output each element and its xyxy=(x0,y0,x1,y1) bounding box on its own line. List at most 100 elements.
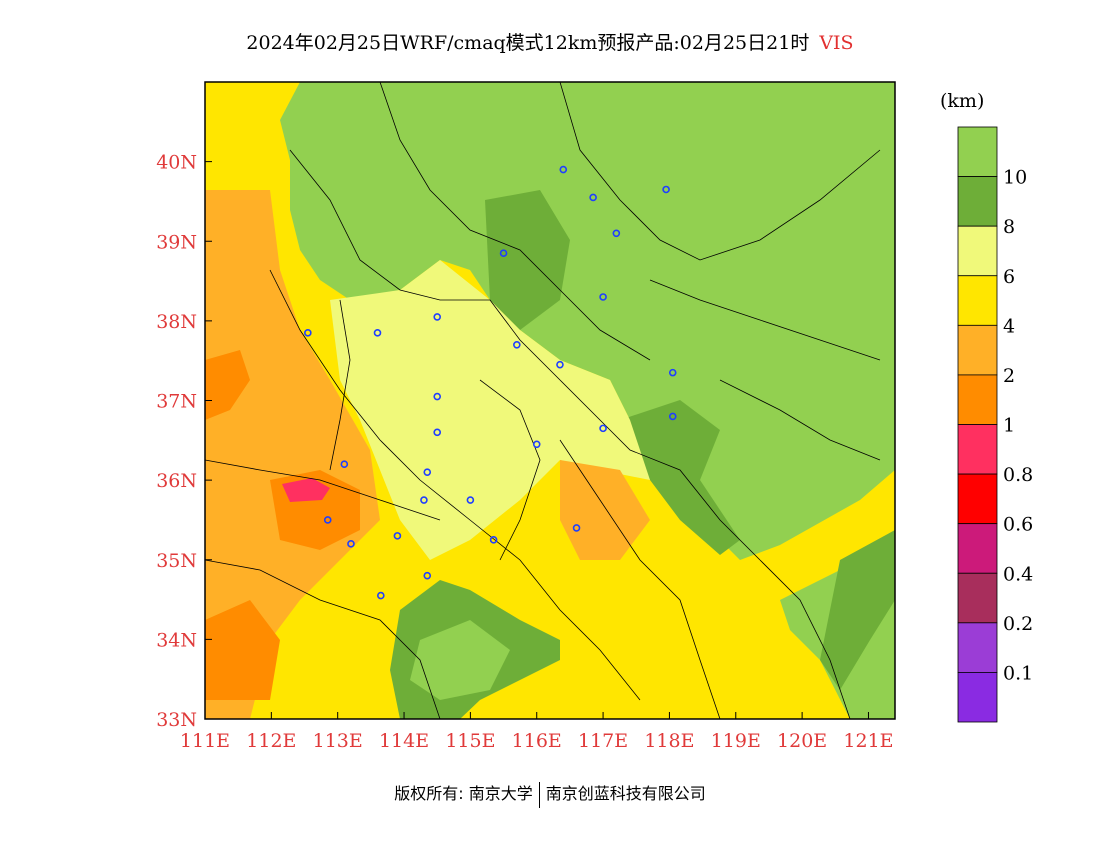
border-line xyxy=(719,379,881,461)
lon-tick-label: 116E xyxy=(512,730,562,752)
city-station-marker xyxy=(373,329,382,337)
border-line xyxy=(649,279,881,361)
lat-tick-label: 33N xyxy=(156,709,197,731)
city-station-marker xyxy=(589,193,597,202)
border-line xyxy=(559,439,721,719)
colorbar-label: 2 xyxy=(1003,365,1015,387)
lon-tick-label: 118E xyxy=(644,730,694,752)
field-orange-west xyxy=(205,190,380,719)
lat-tick-label: 39N xyxy=(156,231,197,253)
city-station-marker xyxy=(489,536,498,544)
city-station-marker xyxy=(572,524,581,532)
city-station-marker xyxy=(559,165,568,174)
colorbar-label: 10 xyxy=(1003,167,1027,189)
border-line xyxy=(329,299,351,471)
city-station-marker xyxy=(433,313,442,321)
city-station-marker xyxy=(433,392,442,401)
field-orange-southcentral xyxy=(560,460,650,560)
city-station-marker xyxy=(612,229,621,238)
lon-tick-label: 114E xyxy=(379,730,429,752)
colorbar-label: 0.8 xyxy=(1003,464,1033,486)
province-borders xyxy=(205,82,881,719)
colorbar-swatch xyxy=(957,374,998,425)
city-station-marker xyxy=(304,329,312,337)
colorbar-swatch xyxy=(957,126,998,177)
field-lightyellow-central xyxy=(330,260,650,560)
lon-tick-label: 121E xyxy=(843,730,893,752)
city-station-marker xyxy=(347,540,355,548)
field-darkgreen-southeast xyxy=(820,530,895,690)
city-station-marker xyxy=(599,424,607,433)
footer: 版权所有: 南京大学 南京创蓝科技有限公司 xyxy=(0,780,1100,808)
city-station-marker xyxy=(393,532,402,540)
border-line xyxy=(289,149,761,561)
city-stations xyxy=(304,165,677,600)
title-variable: VIS xyxy=(819,32,854,54)
field-pink-patch xyxy=(282,478,330,502)
field-darkgreen-east xyxy=(620,400,740,555)
border-line xyxy=(379,82,651,361)
border-line xyxy=(205,459,441,521)
city-station-marker xyxy=(556,360,564,369)
city-station-marker xyxy=(599,293,607,301)
footer-company: 南京创蓝科技有限公司 xyxy=(545,784,706,803)
city-station-marker xyxy=(423,571,432,580)
lat-tick-label: 36N xyxy=(156,470,197,492)
visibility-fields xyxy=(205,82,895,719)
field-darkgreen-band xyxy=(485,190,570,330)
colorbar-unit: (km) xyxy=(940,90,985,112)
colorbar-swatch xyxy=(957,672,998,723)
colorbar-label: 0.1 xyxy=(1003,662,1033,684)
lon-tick-label: 112E xyxy=(246,730,296,752)
footer-separator xyxy=(538,781,540,808)
border-line xyxy=(269,269,641,701)
city-station-marker xyxy=(466,496,475,504)
colorbar-swatch xyxy=(957,572,998,624)
city-station-marker xyxy=(420,496,428,504)
field-darkorange-west xyxy=(205,350,250,420)
colorbar-label: 0.4 xyxy=(1003,563,1033,585)
lat-axis: 33N 34N 35N 36N 37N 38N 39N 40N xyxy=(156,152,212,731)
lon-tick-label: 115E xyxy=(445,730,495,752)
city-station-marker xyxy=(423,468,432,476)
city-station-marker xyxy=(513,340,521,349)
city-station-marker xyxy=(499,249,508,257)
colorbar-swatch xyxy=(957,275,998,326)
lat-tick-label: 35N xyxy=(156,550,197,572)
field-green-north xyxy=(280,82,895,560)
field-green-south-inner xyxy=(410,620,510,700)
colorbar-swatch xyxy=(957,176,998,227)
lon-tick-label: 113E xyxy=(313,730,363,752)
title-main: 2024年02月25日WRF/cmaq模式12km预报产品:02月25日21时 xyxy=(246,32,810,54)
colorbar-label: 1 xyxy=(1003,415,1015,437)
city-station-marker xyxy=(668,368,677,377)
lat-tick-label: 37N xyxy=(156,391,197,413)
footer-copyright: 版权所有: 南京大学 xyxy=(394,784,533,803)
colorbar-swatch xyxy=(957,622,998,673)
city-station-marker xyxy=(668,412,677,421)
city-station-marker xyxy=(433,428,442,437)
lon-tick-label: 117E xyxy=(578,730,628,752)
colorbar-label: 6 xyxy=(1003,266,1015,288)
border-line xyxy=(205,559,441,719)
chart-title: 2024年02月25日WRF/cmaq模式12km预报产品:02月25日21时 V… xyxy=(0,28,1100,55)
field-darkorange-southwest xyxy=(205,600,280,700)
lon-tick-label: 119E xyxy=(711,730,761,752)
city-station-marker xyxy=(340,460,349,469)
lat-tick-label: 38N xyxy=(156,311,197,333)
colorbar-label: 0.2 xyxy=(1003,613,1033,635)
lon-tick-label: 120E xyxy=(777,730,827,752)
colorbar-swatch xyxy=(957,225,998,277)
city-station-marker xyxy=(662,185,670,194)
colorbar-label: 4 xyxy=(1003,315,1015,337)
colorbar-swatch xyxy=(957,324,998,376)
colorbar-label: 0.6 xyxy=(1003,514,1033,536)
border-line xyxy=(559,82,881,261)
lat-tick-label: 34N xyxy=(156,629,197,651)
colorbar-swatch xyxy=(957,523,998,574)
colorbar-label: 8 xyxy=(1003,216,1015,238)
border-line xyxy=(759,559,851,719)
city-station-marker xyxy=(323,516,332,524)
lat-tick-label: 40N xyxy=(156,152,197,174)
